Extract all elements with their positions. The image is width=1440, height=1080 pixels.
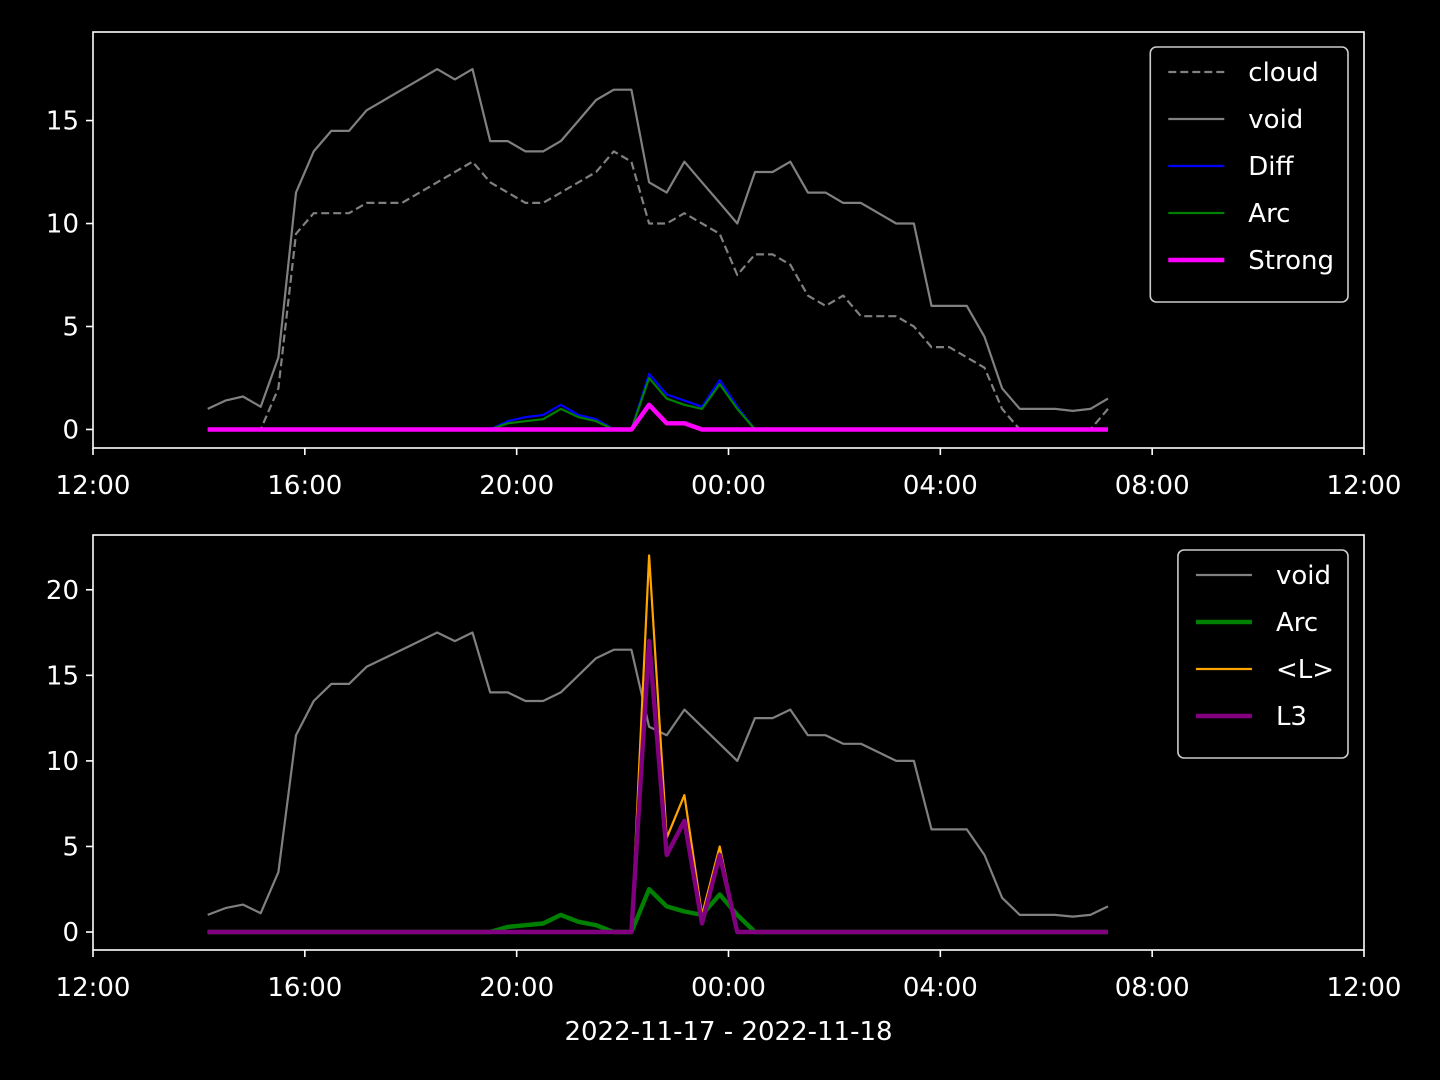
y-tick-label: 15 xyxy=(46,661,79,691)
y-tick-label: 5 xyxy=(62,832,79,862)
legend-label: cloud xyxy=(1248,58,1318,88)
axes-frame xyxy=(92,534,1365,951)
x-tick-label: 16:00 xyxy=(267,973,342,1003)
series-line xyxy=(207,68,1109,412)
x-tick-label: 16:00 xyxy=(267,471,342,501)
y-tick-label: 15 xyxy=(46,107,79,137)
legend-frame xyxy=(1149,46,1349,303)
x-tick-label: 20:00 xyxy=(479,973,554,1003)
y-tick-label: 20 xyxy=(46,576,79,606)
x-tick-label: 00:00 xyxy=(691,973,766,1003)
legend-frame xyxy=(1177,549,1349,759)
x-tick-label: 08:00 xyxy=(1115,973,1190,1003)
legend-label: <L> xyxy=(1276,655,1334,685)
x-tick-label: 04:00 xyxy=(903,471,978,501)
y-tick-label: 0 xyxy=(62,415,79,445)
legend: void Arc <L> L3 xyxy=(1177,549,1349,759)
legend: cloud void Diff Arc Strong xyxy=(1149,46,1349,303)
x-tick-label: 12:00 xyxy=(1327,471,1402,501)
legend-label: Diff xyxy=(1248,152,1294,182)
series-line xyxy=(207,402,1108,432)
x-tick-label: 12:00 xyxy=(56,973,131,1003)
series-line xyxy=(207,638,1108,935)
x-tick-label: 08:00 xyxy=(1115,471,1190,501)
y-tick-label: 10 xyxy=(46,747,79,777)
x-axis-label: 2022-11-17 - 2022-11-18 xyxy=(564,1017,892,1047)
legend-label: Strong xyxy=(1248,246,1334,276)
x-tick-label: 12:00 xyxy=(1327,973,1402,1003)
axes-frame xyxy=(92,31,1365,449)
legend-label: Arc xyxy=(1276,608,1318,638)
x-tick-label: 12:00 xyxy=(56,471,131,501)
y-tick-label: 0 xyxy=(62,918,79,948)
legend-label: L3 xyxy=(1276,702,1307,732)
y-tick-label: 5 xyxy=(62,312,79,342)
y-tick-label: 10 xyxy=(46,210,79,240)
legend-label: Arc xyxy=(1248,199,1290,229)
series-line xyxy=(207,150,1109,431)
x-tick-label: 00:00 xyxy=(691,471,766,501)
legend-label: void xyxy=(1276,561,1331,591)
legend-label: void xyxy=(1248,105,1303,135)
x-tick-label: 20:00 xyxy=(479,471,554,501)
x-tick-label: 04:00 xyxy=(903,973,978,1003)
